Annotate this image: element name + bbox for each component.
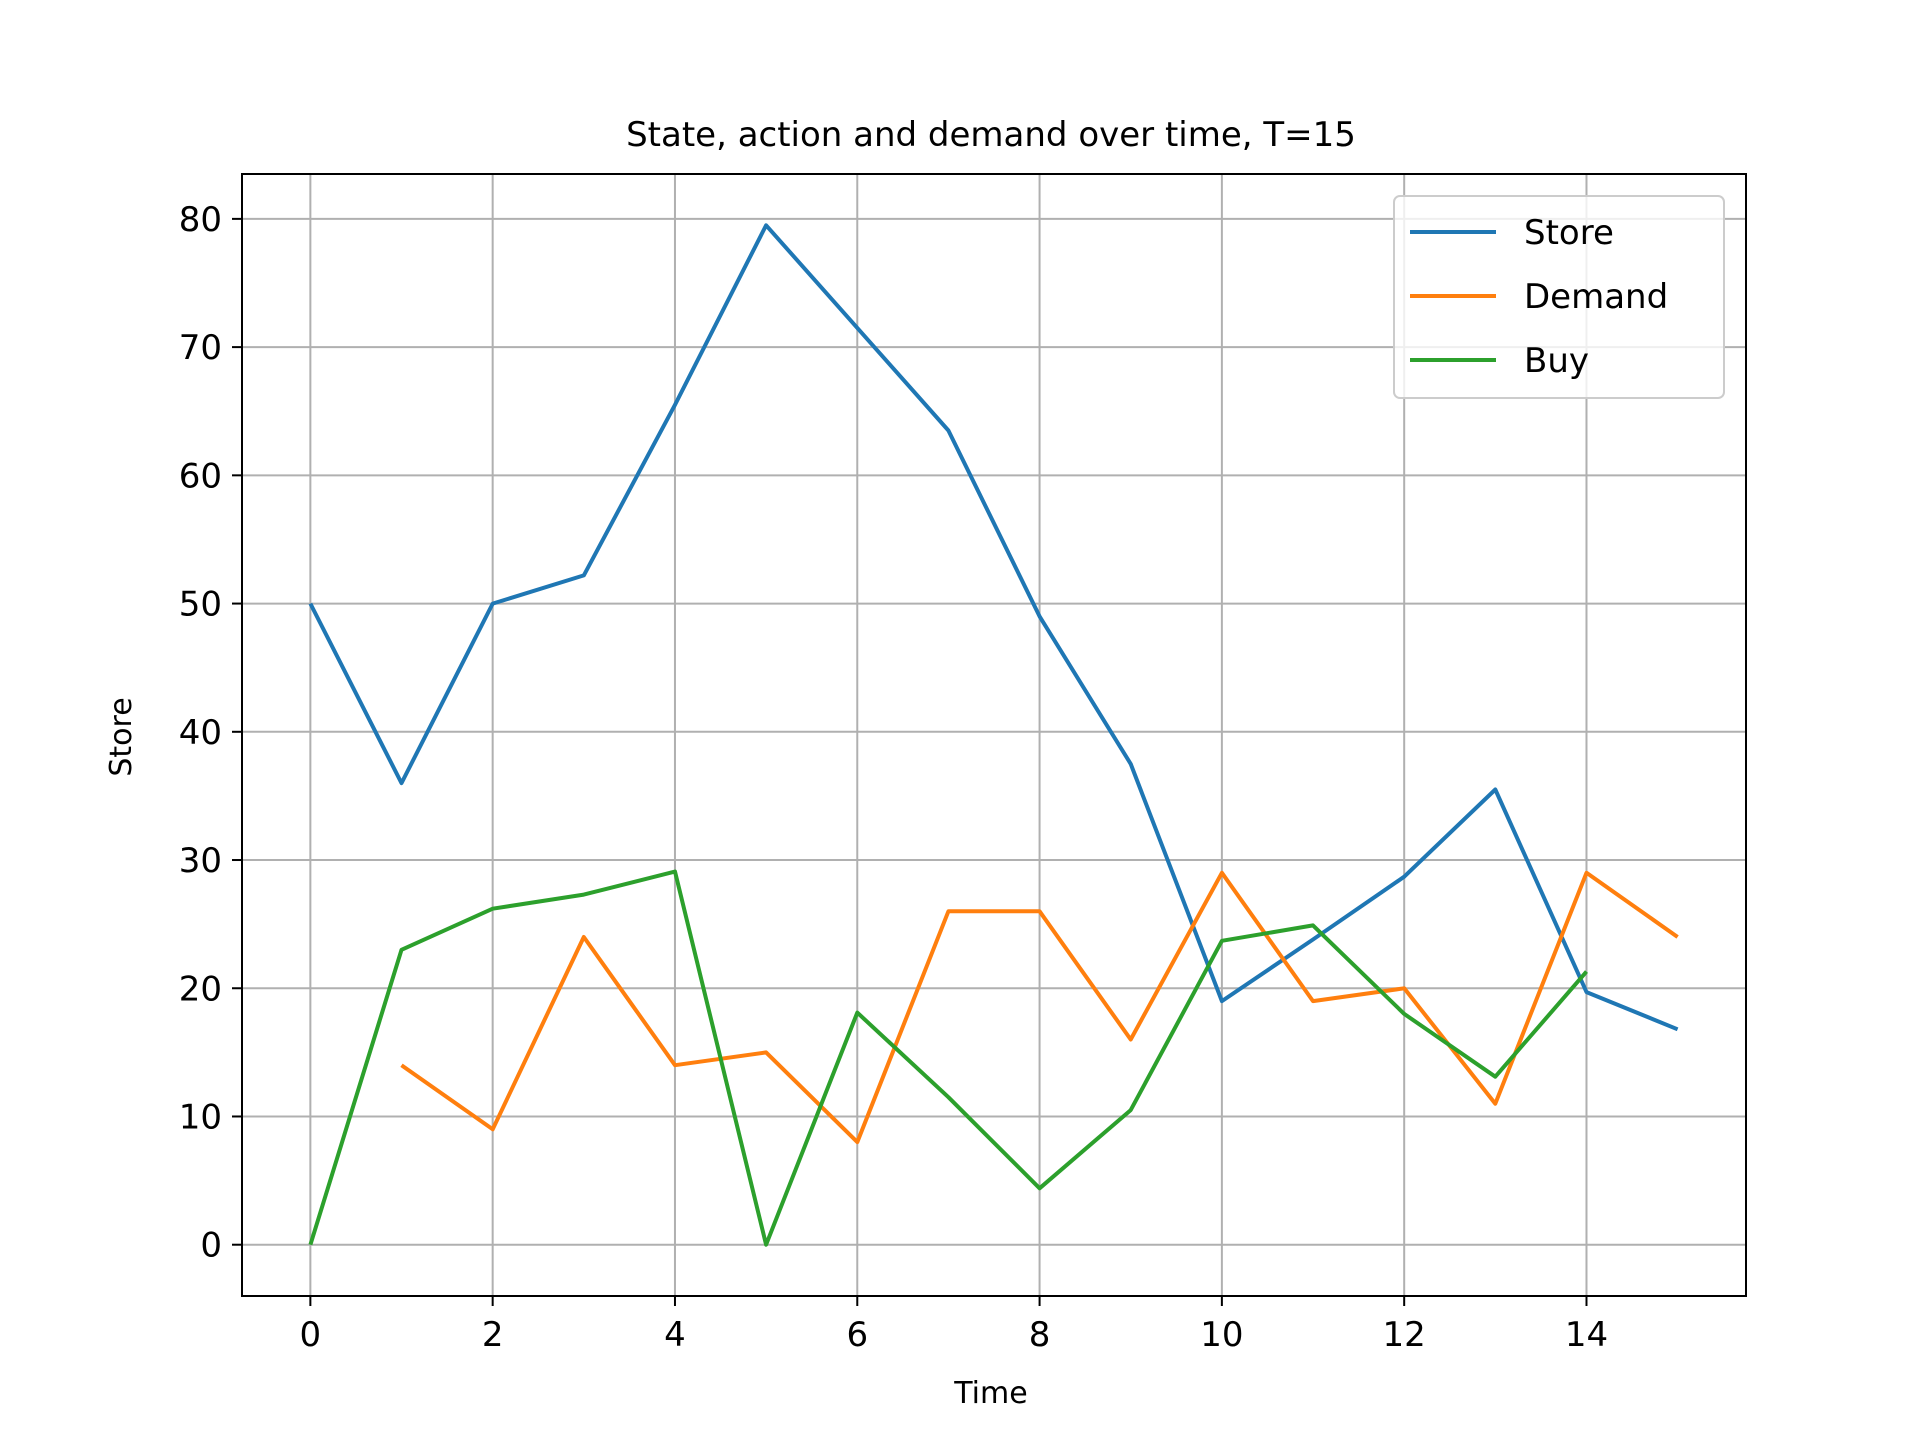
legend-entry: Demand	[1524, 277, 1668, 317]
x-tick-label: 14	[1565, 1315, 1608, 1355]
legend-entry: Buy	[1524, 341, 1589, 381]
chart-title: State, action and demand over time, T=15	[626, 115, 1356, 155]
legend: Store Demand Buy	[1393, 195, 1725, 399]
x-tick-label: 0	[300, 1315, 322, 1355]
x-tick-label: 4	[664, 1315, 686, 1355]
x-tick-label: 2	[482, 1315, 504, 1355]
y-tick-label: 0	[200, 1226, 222, 1266]
x-tick-label: 10	[1200, 1315, 1243, 1355]
x-tick-label: 6	[846, 1315, 868, 1355]
y-tick-label: 20	[179, 969, 222, 1009]
series-line-store	[308, 223, 1679, 1032]
x-tick-label: 8	[1029, 1315, 1051, 1355]
y-axis-label: Store	[104, 697, 139, 776]
y-tick-label: 10	[179, 1097, 222, 1137]
legend-entry: Store	[1524, 213, 1614, 253]
axis-ticks: 0 2 4 6 8 10 12 14 0 10 20 30 40 50 60 70 80	[179, 200, 1608, 1355]
plot-frame	[241, 173, 1747, 1297]
y-tick-label: 80	[179, 200, 222, 240]
series-line-buy	[308, 869, 1589, 1247]
series-line-demand	[400, 870, 1679, 1145]
x-tick-label: 12	[1383, 1315, 1426, 1355]
y-tick-label: 70	[179, 328, 222, 368]
y-tick-label: 30	[179, 841, 222, 881]
series-layer	[308, 223, 1679, 1247]
legend-box	[1393, 195, 1725, 399]
y-tick-label: 50	[179, 585, 222, 625]
y-tick-label: 40	[179, 713, 222, 753]
y-tick-label: 60	[179, 456, 222, 496]
x-axis-label: Time	[953, 1376, 1027, 1411]
